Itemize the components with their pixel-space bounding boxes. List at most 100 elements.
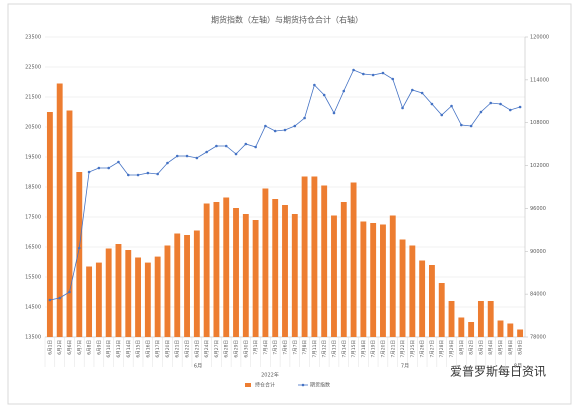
x-tick-label: 7月22日: [400, 340, 406, 358]
bar: [213, 202, 220, 337]
line-point: [430, 102, 434, 106]
line-point: [313, 83, 316, 87]
line-point: [401, 106, 404, 110]
x-tick-label: 8月8日: [508, 340, 514, 355]
line-point: [352, 68, 355, 72]
x-tick-label: 6月27日: [214, 340, 220, 358]
y-tick-label: 18500: [25, 185, 41, 191]
line-point: [156, 172, 159, 176]
bar: [242, 214, 249, 337]
bar: [135, 257, 141, 337]
y-tick-label: 15500: [25, 275, 41, 281]
line-point: [489, 101, 493, 105]
bar: [311, 176, 318, 337]
line-point: [469, 124, 473, 128]
line-point: [126, 173, 130, 177]
x-tick-label: 7月1日: [253, 340, 259, 355]
x-tick-label: 6月29日: [234, 340, 240, 358]
line-point: [293, 124, 297, 128]
x-tick-label: 6月8日: [87, 340, 93, 355]
bar: [252, 220, 259, 337]
y2-tick-label: 108000: [530, 120, 549, 126]
x-tick-label: 7月8日: [302, 340, 308, 355]
line-point: [273, 129, 277, 133]
bar: [370, 223, 377, 337]
line-point: [303, 116, 306, 120]
x-tick-label: 6月30日: [243, 340, 249, 358]
x-tick-label: 7月28日: [439, 340, 445, 358]
x-tick-label: 6月16日: [145, 340, 151, 358]
bar: [144, 262, 151, 337]
bar: [321, 185, 328, 337]
x-tick-label: 6月15日: [136, 340, 142, 358]
line-point: [166, 161, 169, 165]
line-point: [136, 173, 140, 177]
x-tick-label: 7月12日: [322, 340, 328, 358]
x-tick-label: 8月2日: [469, 340, 475, 355]
y2-tick-label: 120000: [530, 35, 549, 41]
line-point: [371, 73, 375, 77]
line-point: [107, 166, 110, 170]
line-point: [224, 144, 228, 148]
line-point: [87, 170, 91, 174]
bar: [429, 265, 435, 337]
x-tick-label: 7月6日: [283, 340, 289, 355]
x-tick-label: 6月22日: [185, 340, 191, 358]
bar: [487, 301, 494, 337]
x-tick-label: 7月21日: [390, 340, 396, 358]
bar: [399, 239, 406, 337]
x-group-label: 2022年: [261, 372, 279, 379]
bar: [517, 329, 524, 337]
chart-title: 期货指数（左轴）与期货持仓合计（右轴）: [211, 15, 363, 25]
y-tick-label: 16500: [25, 245, 41, 251]
line-point: [264, 124, 267, 128]
line-point: [68, 290, 71, 294]
y2-tick-label: 96000: [530, 206, 546, 212]
line-point: [411, 88, 414, 92]
x-group-label: 7月: [401, 364, 409, 370]
x-tick-label: 6月28日: [224, 340, 230, 358]
x-tick-label: 6月1日: [47, 340, 53, 355]
bar: [184, 235, 190, 337]
bar: [497, 320, 504, 337]
x-tick-label: 7月25日: [410, 340, 416, 358]
line-point: [479, 110, 483, 114]
legend-label: 持仓合计: [255, 382, 275, 389]
y-tick-label: 23500: [25, 35, 41, 41]
x-tick-label: 7月18日: [361, 340, 367, 358]
bar: [389, 215, 396, 337]
y-tick-label: 21500: [25, 95, 41, 101]
x-tick-label: 6月13日: [116, 340, 122, 358]
bar: [380, 224, 386, 337]
bar: [458, 317, 465, 337]
bar: [154, 256, 161, 337]
y-tick-label: 13500: [25, 335, 41, 341]
x-tick-label: 7月4日: [263, 340, 269, 355]
bar: [282, 205, 288, 337]
bar: [301, 176, 308, 337]
x-tick-label: 6月10日: [106, 340, 112, 358]
line-point: [342, 89, 346, 93]
line-point: [77, 246, 81, 250]
bar: [86, 266, 93, 337]
line-point: [450, 104, 453, 108]
line-point: [420, 91, 424, 95]
line-point: [362, 72, 365, 76]
line-point: [244, 142, 248, 146]
y2-tick-label: 102000: [530, 163, 549, 169]
bar: [350, 182, 357, 337]
bar: [262, 188, 269, 337]
x-tick-label: 7月27日: [429, 340, 435, 358]
y-tick-label: 14500: [25, 305, 41, 311]
bar: [174, 233, 181, 337]
line-point: [215, 144, 218, 148]
x-tick-label: 7月26日: [420, 340, 426, 358]
line-point: [48, 298, 52, 302]
bar: [223, 197, 230, 337]
bar: [125, 250, 132, 337]
x-tick-label: 7月14日: [341, 340, 347, 358]
legend-label: 期货指数: [310, 382, 330, 389]
line-point: [391, 77, 395, 81]
x-tick-label: 7月13日: [331, 340, 337, 358]
